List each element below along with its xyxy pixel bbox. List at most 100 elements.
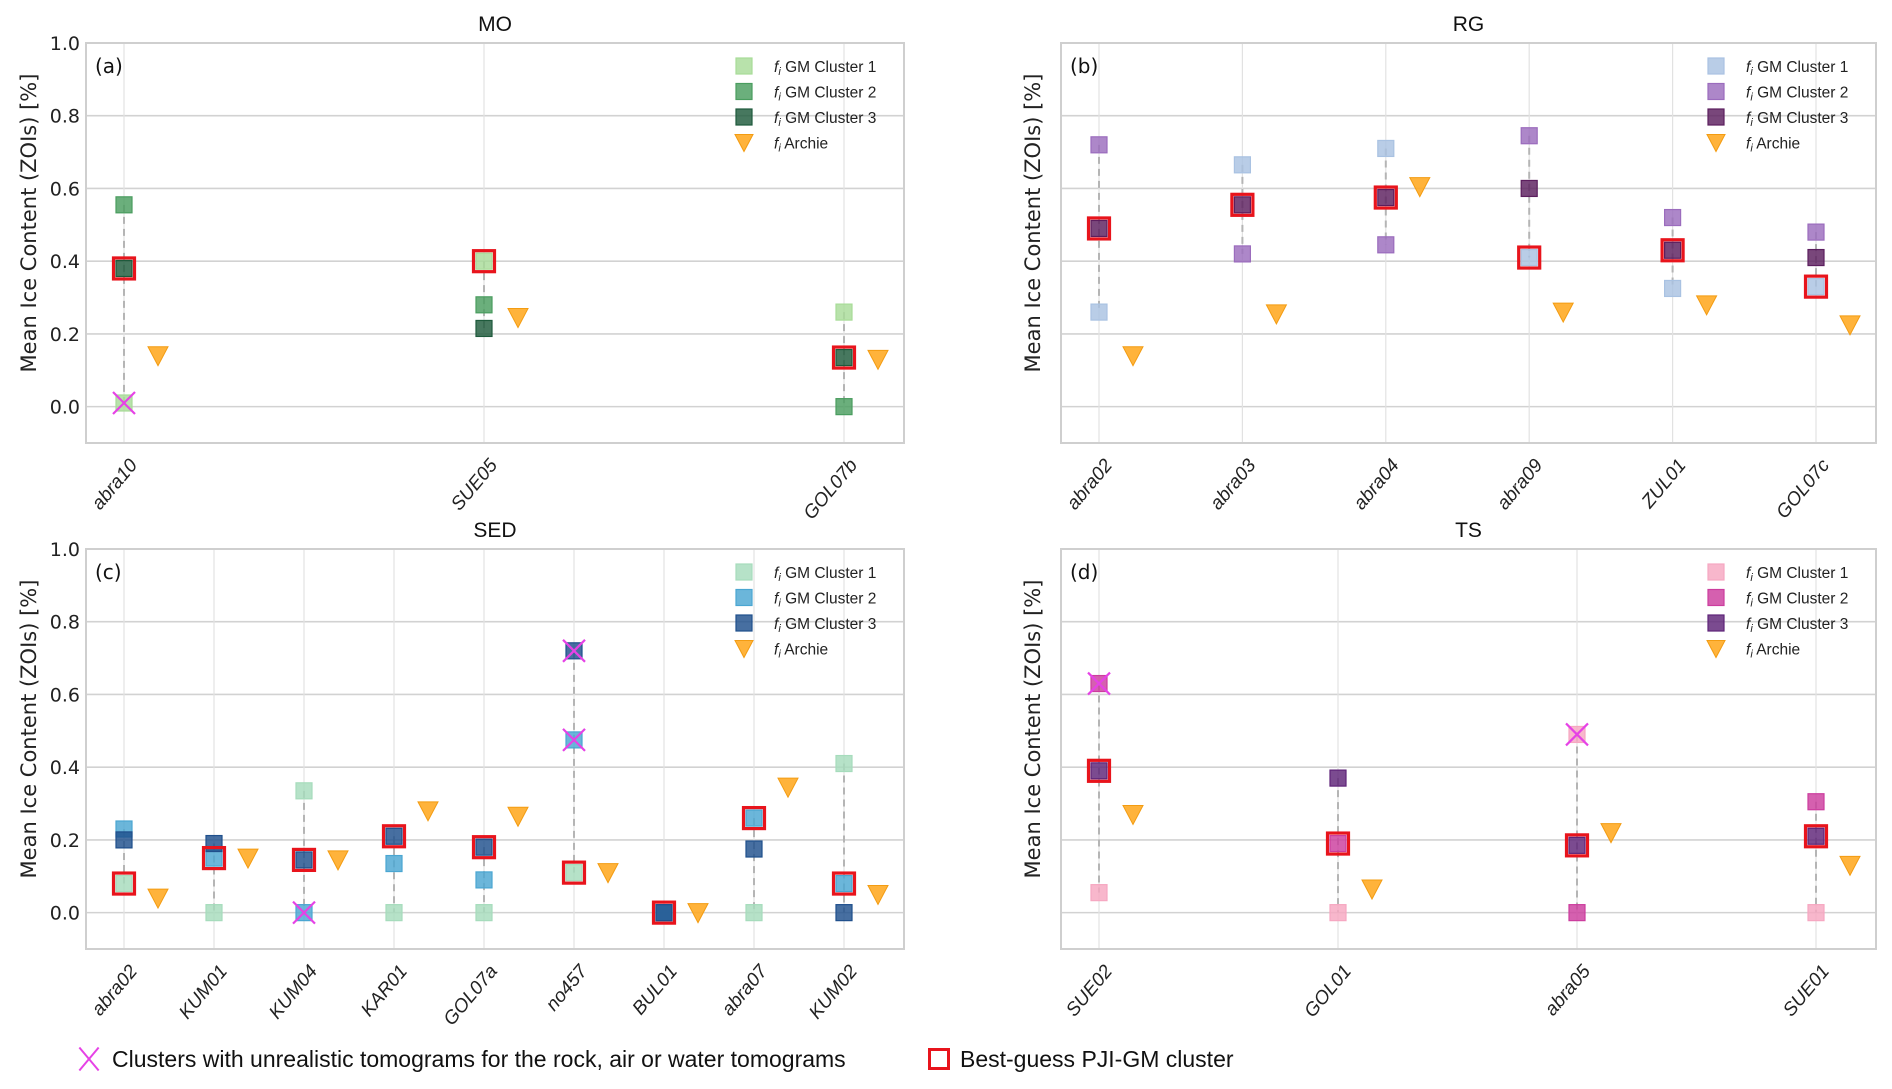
cross-stroke: [1565, 722, 1589, 747]
x-tick-label: abra09: [1493, 455, 1547, 514]
x-tick-label: KUM04: [265, 961, 322, 1023]
cross-stroke: [562, 728, 586, 752]
x-tick-label: no457: [542, 960, 593, 1015]
legend-entry-label: fi GM Cluster 1: [1746, 59, 1848, 78]
y-tick-label: 0.6: [50, 178, 80, 200]
cluster-3-marker: [1090, 219, 1108, 238]
cluster-1-marker: [1807, 904, 1825, 922]
x-tick-label: GOL07a: [440, 961, 502, 1030]
legend-subscript: i: [1750, 143, 1753, 155]
cluster-2-marker: [205, 849, 223, 867]
x-tick-label: abra02: [1063, 455, 1117, 514]
legend-entry-label: fi GM Cluster 2: [1746, 85, 1848, 104]
x-tick-label: abra07: [718, 960, 773, 1020]
cluster-3-marker: [1377, 188, 1395, 207]
archie-marker: [1600, 823, 1622, 844]
cluster-2-marker: [475, 871, 493, 889]
cluster-3-marker: [385, 827, 403, 845]
legend-text: Archie: [781, 642, 828, 659]
cross-stroke: [562, 639, 586, 663]
cluster-2-marker: [1329, 834, 1347, 853]
cluster-3-marker: [115, 831, 133, 849]
legend-cluster-1-icon: [1707, 57, 1725, 75]
archie-marker: [867, 884, 889, 906]
y-tick-label: 0.2: [50, 830, 80, 852]
cluster-1-marker: [1090, 303, 1108, 321]
panel-mo: 0.0 0.2 0.4 0.6 0.8 1.0 abra10 SUE05 GOL07b MO (a)…: [17, 13, 905, 524]
best-guess-marker: [381, 824, 407, 849]
cluster-3-marker: [655, 904, 673, 922]
plot-area: [86, 549, 904, 949]
legend-fi: f: [1746, 565, 1752, 582]
legend-archie-icon: [734, 640, 754, 659]
cluster-3-marker: [1807, 248, 1825, 267]
x-tick-label: abra04: [1350, 455, 1404, 514]
legend-fi: f: [1746, 59, 1752, 76]
archie-marker: [147, 888, 169, 910]
archie-marker: [687, 903, 709, 924]
archie-marker: [1408, 177, 1431, 198]
legend-cluster-1-icon: [735, 57, 753, 75]
cross-stroke: [112, 391, 136, 415]
cluster-3-marker: [745, 840, 763, 858]
unrealistic-cross-marker: [562, 728, 586, 752]
legend-subscript: i: [778, 117, 781, 129]
x-tick-label: ZUL01: [1637, 455, 1690, 513]
best-guess-marker: [1325, 831, 1351, 856]
archie-marker: [1122, 346, 1144, 367]
cluster-2-marker: [1807, 793, 1825, 811]
legend-fi: f: [1746, 136, 1752, 153]
legend-entry-label: fi GM Cluster 1: [1746, 565, 1848, 584]
unrealistic-cross-marker: [1087, 671, 1111, 696]
cluster-3-marker: [1520, 179, 1538, 198]
plot-area: [86, 43, 904, 443]
cluster-1-marker: [1233, 156, 1252, 174]
legend-entry-label: fi GM Cluster 1: [774, 565, 876, 584]
y-tick-label: 0.2: [50, 324, 80, 346]
best-guess-marker: [831, 345, 857, 370]
archie-marker: [1695, 295, 1718, 316]
plot-area: [1061, 549, 1876, 949]
legend-subscript: i: [1750, 598, 1753, 610]
legend-text: GM Cluster 1: [1753, 565, 1849, 582]
legend-subscript: i: [1750, 117, 1753, 129]
panel-title: TS: [1455, 519, 1482, 542]
cluster-2-marker: [475, 296, 493, 314]
cluster-2-marker: [385, 854, 403, 873]
axes-frame: [1060, 548, 1877, 950]
best-guess-marker: [651, 900, 677, 925]
y-tick-label: 0.0: [50, 397, 80, 419]
legend-subscript: i: [778, 66, 781, 78]
legend-fi: f: [774, 565, 780, 582]
panel-letter: (d): [1070, 560, 1098, 584]
archie-marker: [147, 346, 169, 367]
legend-archie-icon: [1706, 640, 1726, 659]
cluster-2-marker: [1377, 236, 1395, 254]
archie-marker: [507, 806, 529, 828]
archie-marker: [237, 848, 259, 870]
y-tick-label: 0.4: [50, 251, 80, 273]
legend-best-guess: Best-guess PJI-GM cluster: [928, 1042, 1234, 1076]
legend-subscript: i: [1750, 572, 1753, 584]
cluster-1-marker: [1520, 248, 1538, 267]
legend-archie-icon: [734, 134, 754, 153]
legend-subscript: i: [778, 623, 781, 635]
cluster-1-marker: [115, 874, 133, 893]
legend-entry-label: fi Archie: [1746, 136, 1800, 155]
x-tick-label: abra03: [1206, 455, 1260, 514]
legend-cluster-1-icon: [735, 563, 753, 581]
legend-entry-label: fi GM Cluster 3: [1746, 616, 1848, 635]
cluster-1-marker: [1090, 884, 1108, 902]
cluster-3-marker: [1663, 241, 1682, 259]
legend-unrealistic: Clusters with unrealistic tomograms for …: [76, 1042, 846, 1076]
legend-text: GM Cluster 2: [1753, 591, 1849, 608]
cluster-1-marker: [1329, 904, 1347, 922]
legend-entry-label: fi GM Cluster 2: [1746, 591, 1848, 610]
cross-stroke: [292, 900, 316, 925]
legend-cluster-3-icon: [1707, 614, 1725, 632]
x-tick-label: abra02: [88, 961, 142, 1020]
panel-letter: (b): [1070, 54, 1098, 78]
legend-subscript: i: [778, 649, 781, 661]
legend-text: GM Cluster 3: [1753, 110, 1849, 127]
x-tick-label: abra10: [88, 455, 142, 514]
